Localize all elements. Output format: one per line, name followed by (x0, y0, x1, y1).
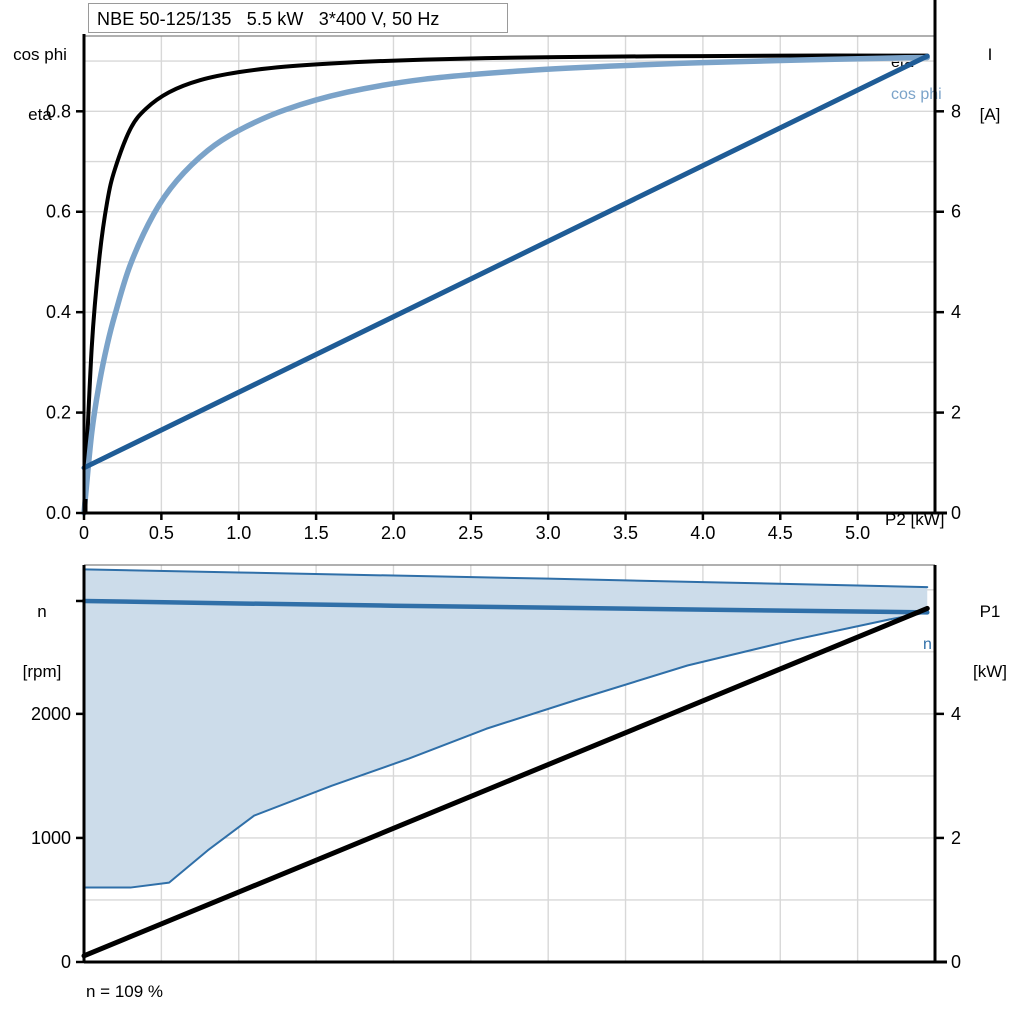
svg-text:0.2: 0.2 (46, 403, 71, 423)
upper-right-axis-label-line2: [A] (979, 105, 1001, 124)
upper-left-axis-label-line2: eta (28, 105, 52, 124)
upper-left-axis-label-line1: cos phi (13, 45, 67, 64)
speed-footnote: n = 109 % (86, 982, 164, 1001)
svg-text:4.0: 4.0 (690, 523, 715, 543)
lower-right-axis-label: P1 [kW] (960, 562, 1020, 722)
svg-text:4.5: 4.5 (768, 523, 793, 543)
svg-text:0: 0 (61, 952, 71, 972)
lower-left-axis-label-line2: [rpm] (22, 662, 62, 681)
svg-text:6: 6 (951, 202, 961, 222)
svg-text:2.5: 2.5 (458, 523, 483, 543)
upper-left-axis-label: cos phi eta (2, 5, 78, 165)
svg-text:0: 0 (79, 523, 89, 543)
lower-right-axis-label-line2: [kW] (973, 662, 1007, 681)
svg-text:2: 2 (951, 403, 961, 423)
chart-title: NBE 50-125/135 5.5 kW 3*400 V, 50 Hz (97, 9, 440, 29)
upper-axes (76, 0, 947, 520)
upper-series-group (81, 53, 931, 516)
upper-right-axis-label-line1: I (987, 45, 993, 64)
svg-text:0.5: 0.5 (149, 523, 174, 543)
lower-left-axis-label-line1: n (37, 602, 47, 621)
svg-text:4: 4 (951, 704, 961, 724)
svg-text:0.8: 0.8 (46, 101, 71, 121)
svg-text:2: 2 (951, 828, 961, 848)
svg-text:0.6: 0.6 (46, 202, 71, 222)
upper-x-axis-title: P2 [kW] (885, 510, 945, 529)
svg-text:0: 0 (951, 503, 961, 523)
svg-text:2000: 2000 (31, 704, 71, 724)
upper-gridlines (84, 36, 936, 513)
svg-text:0.4: 0.4 (46, 302, 71, 322)
lower-right-axis-label-line1: P1 (979, 602, 1001, 621)
svg-text:0: 0 (951, 952, 961, 972)
svg-text:1000: 1000 (31, 828, 71, 848)
svg-text:4: 4 (951, 302, 961, 322)
lower-left-axis-label: n [rpm] (4, 562, 80, 722)
tick-labels: 0.0 0.2 0.4 0.6 0.8 0 2 4 6 8 0 0.5 1.0 1.5 2.0 2.5 3.0 3… (31, 101, 961, 972)
n-curve-label: n (923, 636, 932, 653)
upper-right-axis-label: I [A] (960, 5, 1020, 165)
svg-text:5.0: 5.0 (845, 523, 870, 543)
chart-title-box: NBE 50-125/135 5.5 kW 3*400 V, 50 Hz (88, 3, 508, 33)
svg-text:2.0: 2.0 (381, 523, 406, 543)
svg-text:3.5: 3.5 (613, 523, 638, 543)
svg-text:8: 8 (951, 101, 961, 121)
lower-axes (76, 564, 947, 964)
svg-text:1.5: 1.5 (304, 523, 329, 543)
speed-band-area (84, 569, 928, 888)
svg-text:3.0: 3.0 (536, 523, 561, 543)
svg-text:0.0: 0.0 (46, 503, 71, 523)
lower-series-group (81, 568, 930, 959)
svg-text:1.0: 1.0 (226, 523, 251, 543)
